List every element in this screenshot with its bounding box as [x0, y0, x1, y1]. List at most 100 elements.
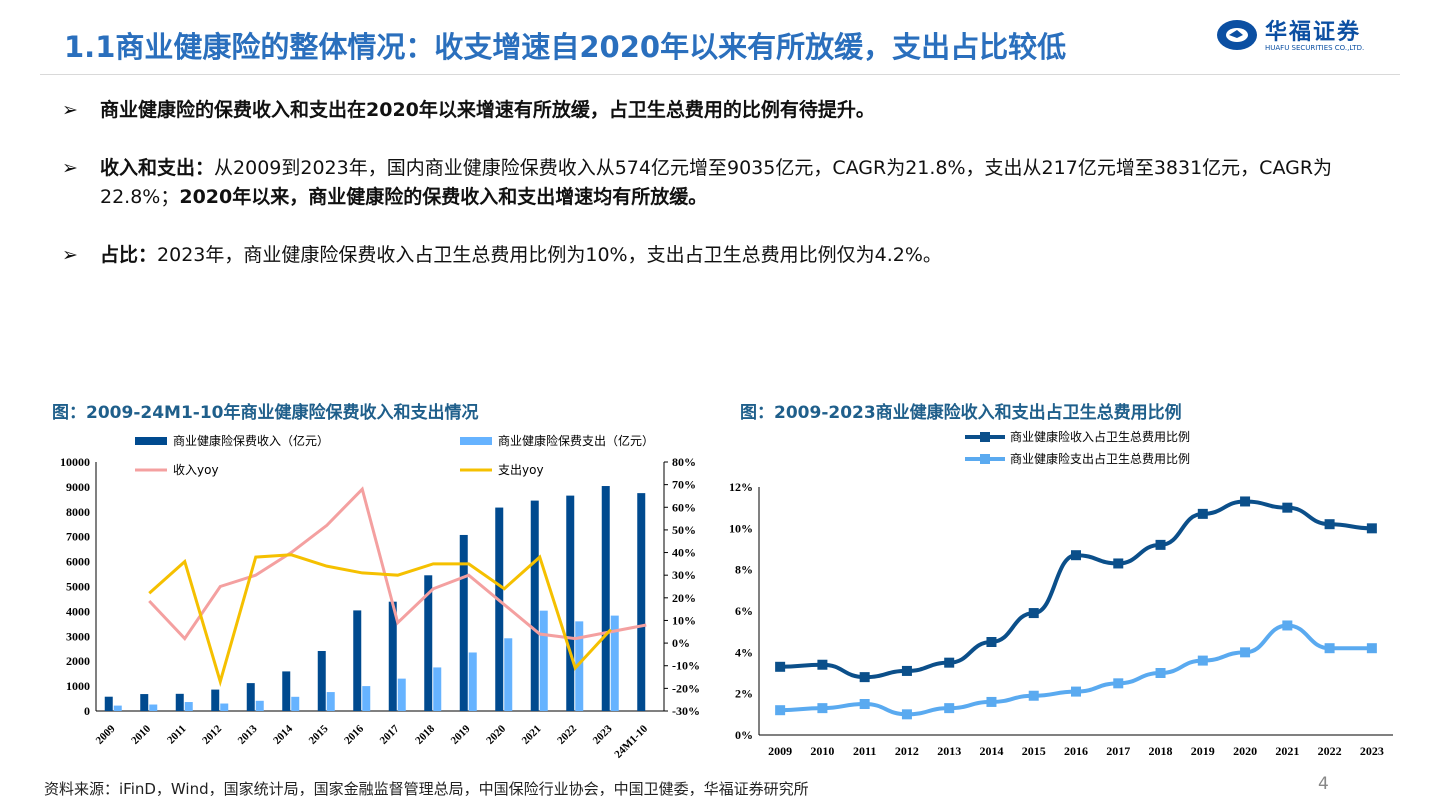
- bullet-2: ➢ 收入和支出：从2009到2023年，国内商业健康险保费收入从574亿元增至9…: [62, 154, 1402, 212]
- bar-income: [495, 507, 504, 711]
- data-point: [1071, 550, 1081, 561]
- bar-expense: [291, 696, 300, 711]
- legend-label: 收入yoy: [173, 463, 219, 477]
- data-point: [1197, 655, 1208, 666]
- data-point: [901, 665, 912, 676]
- data-point: [1113, 558, 1124, 569]
- y2-tick-label: 30%: [672, 568, 696, 582]
- legend-swatch: [135, 437, 167, 445]
- bar-income: [104, 696, 113, 711]
- bar-income: [459, 534, 468, 711]
- y-tick-label: 7000: [66, 530, 90, 544]
- y-tick-label: 1000: [66, 679, 90, 693]
- bullet-text: 2023年，商业健康险保费收入占卫生总费用比例为10%，支出占卫生总费用比例仅为…: [157, 244, 942, 266]
- data-point: [1324, 643, 1335, 654]
- bullet-bold: 商业健康险的保费收入和支出在2020年以来增速有所放缓，占卫生总费用的比例有待提…: [100, 99, 875, 121]
- arrow-bullet-icon: ➢: [62, 157, 78, 179]
- x-tick-label: 2016: [342, 723, 366, 747]
- y-tick-label: 2000: [66, 654, 90, 668]
- y2-tick-label: -30%: [672, 704, 700, 718]
- line-income-yoy: [148, 486, 647, 641]
- y2-tick-label: 50%: [672, 523, 696, 537]
- y-tick-label: 6%: [735, 604, 753, 618]
- bar-expense: [326, 692, 335, 711]
- y-tick-label: 0%: [735, 728, 753, 742]
- x-tick-label: 2018: [1149, 744, 1173, 758]
- x-tick-label: 2011: [853, 744, 876, 758]
- bar-income: [282, 671, 291, 711]
- x-tick-label: 2019: [1191, 744, 1215, 758]
- y2-tick-label: 80%: [672, 455, 696, 469]
- data-point: [901, 709, 912, 720]
- data-point: [986, 637, 997, 647]
- y2-tick-label: 40%: [672, 546, 696, 560]
- bar-income: [211, 689, 220, 711]
- x-tick-label: 2010: [810, 744, 834, 758]
- y2-tick-label: 0%: [672, 636, 690, 650]
- arrow-bullet-icon: ➢: [62, 99, 78, 121]
- bullet-bold-2: 2020年以来，商业健康险的保费收入和支出增速均有所放缓。: [179, 186, 708, 208]
- legend-label: 商业健康险收入占卫生总费用比例: [1010, 429, 1190, 444]
- x-tick-label: 2009: [94, 723, 118, 747]
- source-note: 资料来源：iFinD，Wind，国家统计局，国家金融监督管理总局，中国保险行业协…: [44, 780, 809, 798]
- x-tick-label: 2021: [1275, 744, 1299, 758]
- x-tick-label: 2009: [768, 744, 792, 758]
- bullet-3: ➢ 占比：2023年，商业健康险保费收入占卫生总费用比例为10%，支出占卫生总费…: [62, 241, 1402, 270]
- data-point: [1282, 502, 1293, 513]
- x-tick-label: 2013: [937, 744, 961, 758]
- bar-expense: [539, 610, 548, 711]
- logo-icon: [1217, 20, 1257, 50]
- x-tick-label: 2015: [1022, 744, 1046, 758]
- data-point: [944, 703, 955, 714]
- x-tick-label: 2015: [307, 723, 331, 747]
- bullet-bold: 占比：: [100, 244, 158, 266]
- data-point: [1282, 620, 1293, 631]
- data-point: [1197, 508, 1208, 519]
- y-tick-label: 8%: [735, 563, 753, 577]
- data-point: [1155, 539, 1166, 550]
- y-tick-label: 3000: [66, 629, 90, 643]
- data-point: [1240, 647, 1251, 658]
- bar-expense: [397, 678, 406, 711]
- x-tick-label: 2012: [200, 723, 224, 747]
- bar-expense: [433, 667, 442, 711]
- title-divider: [40, 74, 1400, 75]
- bar-income: [388, 601, 397, 711]
- bar-expense: [362, 686, 371, 711]
- bar-expense: [220, 703, 229, 711]
- x-tick-label: 2016: [1064, 744, 1088, 758]
- data-point: [1113, 678, 1124, 689]
- bar-expense: [149, 704, 158, 711]
- chart1-title: 图：2009-24M1-10年商业健康险保费收入和支出情况: [52, 403, 479, 423]
- data-point: [1324, 519, 1335, 530]
- bar-income: [530, 500, 539, 711]
- x-tick-label: 2012: [895, 744, 919, 758]
- y-tick-label: 4000: [66, 604, 90, 618]
- x-tick-label: 2014: [979, 744, 1003, 758]
- bar-expense: [184, 702, 193, 711]
- x-tick-label: 2020: [1233, 744, 1257, 758]
- data-point: [986, 696, 997, 707]
- y2-tick-label: -10%: [672, 659, 700, 673]
- data-point: [1366, 643, 1377, 654]
- y-tick-label: 0: [84, 704, 90, 718]
- data-point: [775, 705, 786, 716]
- data-point: [817, 659, 828, 670]
- chart2-title: 图：2009-2023商业健康险收入和支出占卫生总费用比例: [740, 403, 1182, 423]
- x-tick-label: 2020: [484, 723, 508, 747]
- data-point: [1028, 690, 1039, 701]
- x-tick-label: 2021: [520, 723, 544, 747]
- data-point: [817, 703, 828, 714]
- legend-label: 商业健康险保费收入（亿元）: [173, 433, 329, 448]
- y-tick-label: 2%: [735, 687, 753, 701]
- y-tick-label: 9000: [66, 480, 90, 494]
- y-tick-label: 4%: [735, 645, 753, 659]
- x-tick-label: 2017: [378, 723, 402, 747]
- data-point: [1155, 668, 1166, 678]
- y-tick-label: 8000: [66, 505, 90, 519]
- data-point: [944, 657, 955, 668]
- legend-marker: [980, 432, 990, 442]
- bar-income: [637, 493, 646, 711]
- x-tick-label: 2010: [129, 723, 153, 747]
